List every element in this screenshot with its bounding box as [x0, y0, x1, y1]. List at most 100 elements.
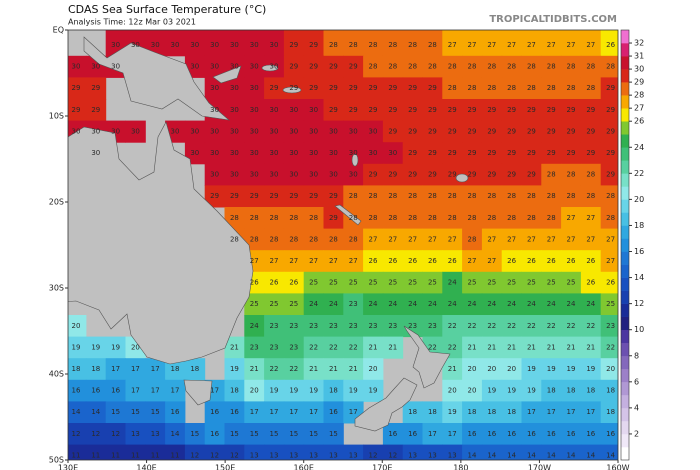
sst-value: 28 [448, 63, 457, 71]
sst-value: 27 [468, 41, 477, 49]
sst-cell [541, 444, 562, 460]
sst-value: 22 [309, 343, 318, 351]
sst-value: 14 [171, 430, 180, 438]
sst-value: 21 [468, 343, 477, 351]
sst-value: 29 [468, 106, 477, 114]
sst-value: 29 [388, 84, 397, 92]
sst-value: 16 [210, 430, 219, 438]
sst-cell [442, 30, 463, 57]
sst-value: 30 [289, 149, 298, 157]
sst-value: 18 [606, 387, 615, 395]
sst-cell [481, 99, 503, 122]
sst-value: 30 [349, 171, 358, 179]
sst-cell [363, 142, 384, 165]
sst-value: 24 [408, 300, 417, 308]
land [68, 36, 469, 432]
sst-cell [303, 423, 324, 446]
sst-value: 28 [369, 41, 378, 49]
sst-cell [600, 99, 618, 122]
sst-cell [224, 142, 245, 165]
sst-value: 29 [606, 149, 615, 157]
sst-cell [481, 379, 503, 402]
sst-cell [422, 30, 443, 57]
sst-value: 24 [507, 300, 516, 308]
sst-cell [264, 250, 285, 273]
sst-cell [204, 120, 225, 143]
sst-cell [85, 336, 107, 359]
sst-value: 28 [388, 41, 397, 49]
sst-cell [283, 293, 305, 316]
sst-value: 28 [567, 171, 576, 179]
sst-cell [343, 77, 364, 100]
sst-cell [481, 444, 503, 460]
colorbar-label: 14 [634, 273, 644, 282]
sst-value: 30 [171, 41, 180, 49]
sst-cell [580, 120, 602, 143]
sst-value: 22 [468, 322, 477, 330]
sst-cell [422, 163, 443, 186]
sst-value: 12 [111, 430, 120, 438]
sst-value: 28 [408, 214, 417, 222]
sst-cell [462, 423, 483, 446]
sst-value: 30 [131, 127, 140, 135]
sst-cell [382, 163, 404, 186]
colorbar-segment [621, 160, 629, 174]
sst-value: 30 [210, 149, 219, 157]
sst-cell [541, 336, 562, 359]
sst-cell [382, 271, 404, 294]
sst-value: 12 [369, 451, 378, 459]
sst-cell [323, 99, 344, 122]
sst-cell [363, 271, 384, 294]
sst-cell [580, 336, 602, 359]
sst-cell [363, 293, 384, 316]
lat-label: 30S [49, 284, 64, 293]
sst-value: 14 [72, 408, 81, 416]
sst-cell [541, 99, 562, 122]
sst-cell [402, 207, 423, 230]
sst-value: 20 [369, 365, 378, 373]
sst-value: 23 [270, 322, 279, 330]
sst-cell [481, 293, 503, 316]
sst-value: 29 [349, 63, 358, 71]
sst-cell [303, 444, 324, 460]
sst-cell [343, 30, 364, 57]
sst-value: 20 [131, 343, 140, 351]
sst-cell [283, 163, 305, 186]
sst-cell [561, 358, 582, 381]
sst-cell [184, 120, 206, 143]
sst-cell [600, 444, 618, 460]
sst-value: 23 [289, 343, 298, 351]
sst-cell [541, 228, 562, 251]
sst-value: 28 [230, 214, 239, 222]
sst-cell [541, 55, 562, 78]
sst-cell [224, 379, 245, 402]
sst-value: 27 [487, 235, 496, 243]
sst-cell [561, 142, 582, 165]
lat-label: 40S [49, 370, 64, 379]
sst-cell [382, 315, 404, 338]
sst-value: 30 [230, 63, 239, 71]
sst-value: 23 [606, 322, 615, 330]
sst-value: 28 [388, 214, 397, 222]
sst-value: 29 [72, 84, 81, 92]
sst-value: 20 [250, 387, 259, 395]
sst-cell [363, 207, 384, 230]
sst-cell [204, 423, 225, 446]
sst-cell [521, 401, 542, 424]
sst-value: 28 [567, 84, 576, 92]
sst-value: 29 [408, 106, 417, 114]
sst-labels: 30 30 30 30 30 30 30 30 30 29 29 28 28 28 28 28 28 27 27 27… [72, 41, 616, 459]
sst-cell [343, 120, 364, 143]
sst-value: 29 [369, 171, 378, 179]
sst-cell [264, 207, 285, 230]
sst-value: 27 [527, 41, 536, 49]
sst-value: 26 [567, 257, 576, 265]
sst-value: 25 [507, 279, 516, 287]
sst-value: 22 [527, 322, 536, 330]
sst-value: 14 [468, 451, 477, 459]
sst-cell [283, 55, 305, 78]
sst-value: 21 [527, 343, 536, 351]
sst-value: 29 [448, 171, 457, 179]
sst-value: 29 [388, 127, 397, 135]
sst-cell [442, 228, 463, 251]
